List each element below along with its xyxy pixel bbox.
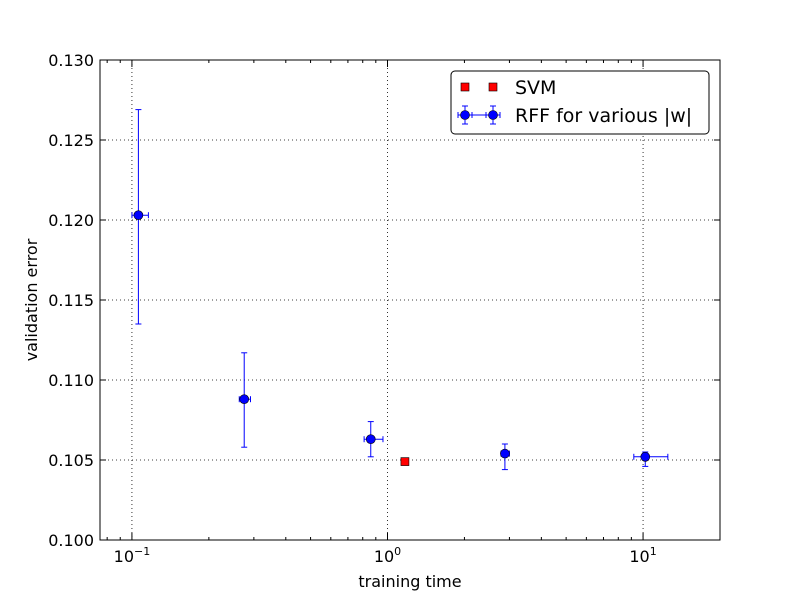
y-tick-label: 0.100 [48, 531, 94, 550]
rff-point [238, 352, 251, 448]
x-tick-label: 101 [629, 545, 656, 566]
y-tick-label: 0.110 [48, 371, 94, 390]
legend-entry: SVM [460, 77, 556, 99]
legend: SVM RFF for various |w| [450, 70, 710, 135]
x-tick-label: 10−1 [114, 545, 151, 566]
x-tick-label: 100 [374, 545, 401, 566]
axis-ticks: 0.100 0.105 0.110 0.115 0.120 0.125 0.130 10−1 1… [48, 51, 721, 566]
svm-point [400, 457, 410, 466]
rff-point [131, 109, 149, 325]
legend-marker [460, 82, 470, 92]
y-axis-label: validation error [22, 238, 41, 361]
legend-marker [488, 110, 498, 120]
y-tick-label: 0.130 [48, 51, 94, 70]
legend-box [450, 70, 710, 135]
y-tick-label: 0.115 [48, 291, 94, 310]
circle-marker [500, 448, 510, 459]
rff-point [500, 443, 510, 471]
y-tick-label: 0.120 [48, 211, 94, 230]
circle-marker [365, 434, 376, 445]
legend-label: SVM [515, 77, 556, 99]
circle-marker [239, 394, 250, 405]
y-tick-label: 0.105 [48, 451, 94, 470]
legend-marker [460, 110, 470, 120]
legend-label: RFF for various |w| [515, 105, 692, 127]
rff-point [633, 451, 669, 467]
circle-marker [133, 210, 144, 220]
rff-point [363, 421, 384, 458]
x-axis-label: training time [358, 572, 461, 591]
legend-marker [488, 82, 498, 92]
circle-marker [640, 451, 651, 462]
legend-entry: RFF for various |w| [457, 105, 692, 127]
data-series [131, 109, 669, 471]
square-marker [400, 457, 410, 466]
y-tick-label: 0.125 [48, 131, 94, 150]
